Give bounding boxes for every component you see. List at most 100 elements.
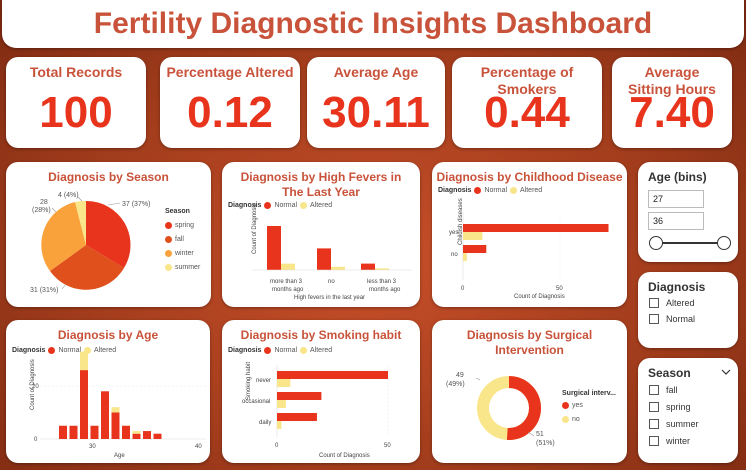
age-range-max-handle[interactable] [717,236,731,250]
chart-legend: Diagnosis Normal Altered [228,202,332,209]
chart-title: Diagnosis by Age [57,328,159,342]
legend-marker-altered [300,347,308,354]
kpi-percentage-smokers: Percentage of Smokers 0.44 [452,57,602,148]
smoking-chart-card: Diagnosis by Smoking habit Diagnosis Nor… [222,320,420,463]
x-tick-0: 0 [275,443,279,449]
legend-label-normal[interactable]: Normal [274,202,298,209]
legend-label-altered[interactable]: Altered [520,187,543,194]
bar-normal[interactable] [267,226,281,270]
bar-normal[interactable] [463,224,609,232]
season-pie-chart: 37 (37%) 4 (4%) 28 (28%) 31 (31%) [30,192,150,294]
legend-item-fall[interactable]: fall [165,236,184,243]
legend-marker-altered [300,202,308,209]
bar-altered[interactable] [277,400,286,408]
donut-label-yes-count: 51 [536,431,544,438]
bar-altered[interactable] [132,431,141,434]
checkbox[interactable] [649,385,659,395]
legend-label: winter [175,250,194,257]
bar-altered[interactable] [281,263,295,270]
childhood-bar-chart: Childish diseases yes no 0 50 Count of D… [449,198,609,300]
x-tick-label: less than 3 [367,279,397,285]
bar-normal[interactable] [277,371,388,379]
bar-normal[interactable] [277,413,317,421]
slicer-option-fall[interactable]: fall [649,385,678,395]
bar-normal[interactable] [80,370,88,439]
legend-label-altered[interactable]: Altered [94,347,117,354]
slicer-option-normal[interactable]: Normal [649,314,695,324]
legend-marker-normal [48,347,56,354]
legend-label-altered[interactable]: Altered [310,347,333,354]
pie-label-winter-count: 28 [40,199,48,206]
checkbox[interactable] [649,419,659,429]
bar-normal[interactable] [132,433,141,439]
pie-slice-spring[interactable] [86,200,131,268]
legend-item-yes[interactable]: yes [562,402,583,409]
slicer-option-winter[interactable]: winter [649,436,690,446]
option-label: winter [666,436,691,446]
option-label: summer [666,419,699,429]
bar-normal[interactable] [101,391,109,439]
checkbox[interactable] [649,298,659,308]
bar-altered[interactable] [375,268,389,270]
slicer-option-summer[interactable]: summer [649,419,699,429]
age-range-min-handle[interactable] [649,236,663,250]
chevron-down-icon[interactable] [721,369,731,376]
bar-normal[interactable] [111,412,120,440]
legend-label-altered[interactable]: Altered [310,202,333,209]
legend-marker-altered [510,187,518,194]
legend-label: yes [572,402,583,409]
bar-altered[interactable] [277,379,291,387]
pie-slice-winter[interactable] [41,202,86,271]
legend-marker-normal [264,202,272,209]
bar-normal[interactable] [143,431,151,439]
bar-altered[interactable] [463,253,467,261]
age-range-track[interactable] [655,242,727,244]
x-tick-30: 30 [89,444,96,450]
y-tick-daily: daily [259,420,271,426]
legend-label-normal[interactable]: Normal [58,347,82,354]
legend-marker-normal [264,347,272,354]
fever-chart-card: Diagnosis by High Fevers in The Last Yea… [222,162,420,307]
age-max-input[interactable]: 36 [648,212,704,230]
bar-normal[interactable] [361,263,375,270]
bar-altered[interactable] [277,421,282,429]
slicer-option-altered[interactable]: Altered [649,298,695,308]
checkbox[interactable] [649,436,659,446]
bar-normal[interactable] [59,425,67,439]
slicer-option-spring[interactable]: spring [649,402,691,412]
x-axis-label: Count of Diagnosis [514,294,565,300]
checkbox[interactable] [649,314,659,324]
bar-altered[interactable] [80,351,88,371]
age-min-input[interactable]: 27 [648,190,704,208]
bar-normal[interactable] [277,392,322,400]
donut-slice-yes[interactable] [477,376,541,440]
y-tick-occasional: occasional [242,399,270,405]
pie-slice-fall[interactable] [50,245,124,290]
legend-label-normal[interactable]: Normal [274,347,298,354]
y-axis-label: Childish diseases [458,198,464,245]
bar-altered[interactable] [331,266,345,270]
kpi-average-age: Average Age 30.11 [307,57,445,148]
option-label: spring [666,402,691,412]
chart-title: Diagnosis by Season [48,170,169,184]
bar-normal[interactable] [90,425,99,439]
bar-normal[interactable] [463,245,487,253]
legend-label-normal[interactable]: Normal [484,187,508,194]
bar-altered[interactable] [111,407,120,413]
checkbox[interactable] [649,402,659,412]
y-tick-20: 20 [32,384,39,390]
legend-item-no[interactable]: no [562,416,580,423]
season-slicer: Season fall spring summer winter [638,358,738,463]
y-tick-0: 0 [34,437,38,443]
bar-normal[interactable] [153,433,162,439]
kpi-value: 0.12 [187,88,273,137]
legend-item-winter[interactable]: winter [165,250,194,257]
pie-label-spring: 37 (37%) [122,201,150,208]
bar-normal[interactable] [122,425,130,439]
legend-item-summer[interactable]: summer [165,264,200,271]
bar-altered[interactable] [463,232,483,240]
bar-normal[interactable] [69,425,78,439]
legend-item-spring[interactable]: spring [165,222,194,229]
bar-normal[interactable] [317,248,331,270]
pie-slice-summer[interactable] [75,200,86,245]
